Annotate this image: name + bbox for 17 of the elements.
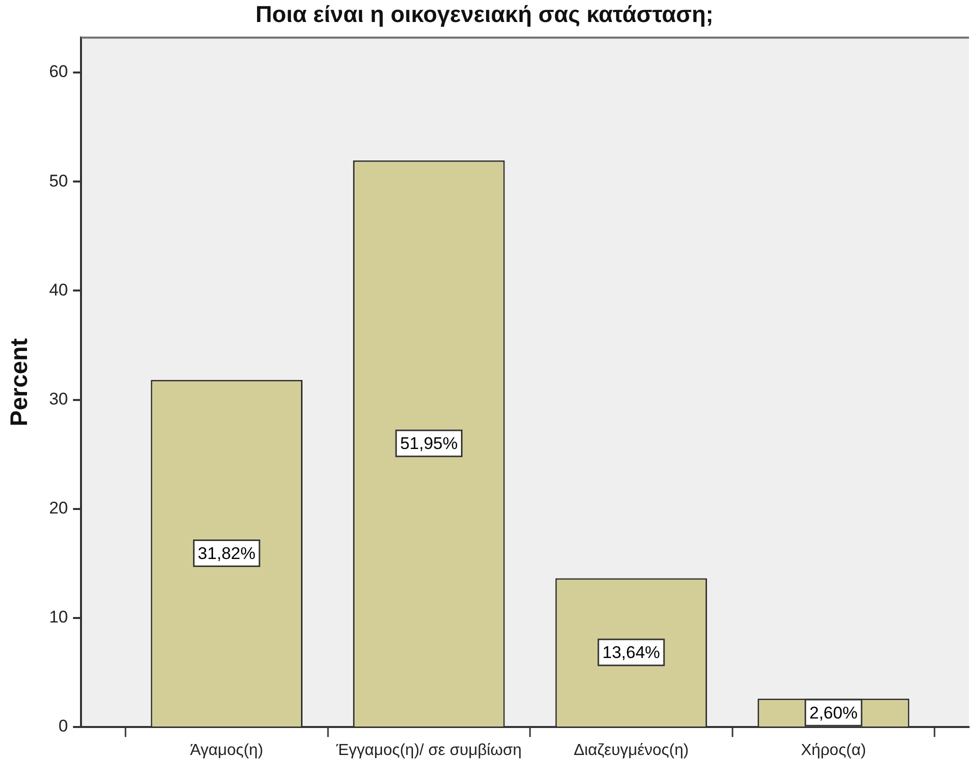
y-tick-label: 50 <box>49 171 68 190</box>
y-tick-label: 30 <box>49 389 68 408</box>
y-tick-label: 40 <box>49 280 68 300</box>
data-label: 2,60% <box>809 703 858 722</box>
data-label: 31,82% <box>198 544 256 563</box>
y-tick-label: 20 <box>49 498 68 518</box>
x-tick-label: Χήρος(α) <box>800 742 866 760</box>
y-tick-label: 10 <box>49 608 68 627</box>
y-tick-label: 0 <box>58 716 68 736</box>
data-label: 51,95% <box>400 434 458 454</box>
data-label: 13,64% <box>602 643 660 662</box>
y-axis-title: Percent <box>6 338 34 426</box>
y-tick-label: 60 <box>49 62 68 82</box>
chart-title: Ποια είναι η οικογενειακή σας κατάσταση; <box>256 1 714 28</box>
x-tick-label: Έγγαμος(η)/ σε συμβίωση <box>335 742 522 760</box>
x-tick-label: Άγαμος(η) <box>190 742 264 760</box>
x-tick-label: Διαζευγμένος(η) <box>574 742 689 760</box>
